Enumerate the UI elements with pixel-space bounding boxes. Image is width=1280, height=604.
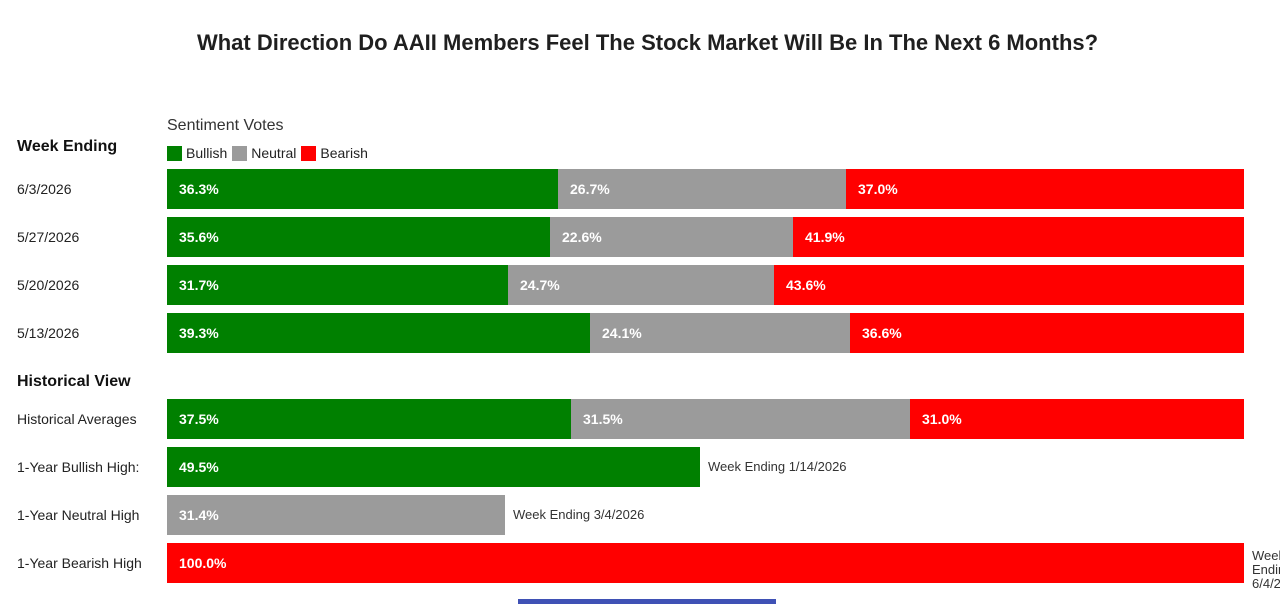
legend-item-neutral: Neutral [232, 145, 296, 161]
bar-row: 37.5% 31.5% 31.0% [167, 399, 1244, 439]
bar-bullish: 49.5% [167, 447, 700, 487]
legend-swatch-neutral [232, 145, 248, 161]
bar-value-label: 31.4% [179, 507, 219, 523]
bar-bearish: 37.0% [846, 169, 1244, 209]
row-label: 1-Year Bullish High: [17, 459, 140, 475]
bar-value-label: 31.5% [583, 411, 623, 427]
bar-value-label: 35.6% [179, 229, 219, 245]
bar-neutral: 24.7% [508, 265, 774, 305]
bar-row: 49.5% [167, 447, 700, 487]
bar-value-label: 37.5% [179, 411, 219, 427]
legend-label-bullish: Bullish [186, 145, 228, 161]
bar-note: Week Ending 6/4/2026 [1252, 548, 1280, 591]
legend-swatch-bearish [301, 145, 317, 161]
bar-value-label: 100.0% [179, 555, 227, 571]
bar-row: 100.0% [167, 543, 1244, 583]
scroll-indicator[interactable] [518, 599, 776, 604]
legend-label-bearish: Bearish [320, 145, 368, 161]
bar-value-label: 37.0% [858, 181, 898, 197]
row-label: 1-Year Bearish High [17, 555, 142, 571]
bar-value-label: 36.3% [179, 181, 219, 197]
bar-bullish: 37.5% [167, 399, 571, 439]
bar-row: 35.6% 22.6% 41.9% [167, 217, 1244, 257]
row-label: 5/20/2026 [17, 277, 80, 293]
bar-row: 31.7% 24.7% 43.6% [167, 265, 1244, 305]
bar-bearish: 100.0% [167, 543, 1244, 583]
row-label: 5/13/2026 [17, 325, 80, 341]
row-label: 5/27/2026 [17, 229, 80, 245]
bar-neutral: 26.7% [558, 169, 846, 209]
bar-bullish: 31.7% [167, 265, 508, 305]
bar-bearish: 31.0% [910, 399, 1244, 439]
row-label: Historical Averages [17, 411, 137, 427]
bar-neutral: 31.4% [167, 495, 505, 535]
bar-bearish: 41.9% [793, 217, 1244, 257]
bar-bullish: 35.6% [167, 217, 550, 257]
section-historical-view: Historical View [17, 373, 131, 390]
row-label: 1-Year Neutral High [17, 507, 140, 523]
section-week-ending: Week Ending [17, 138, 118, 155]
bar-bullish: 39.3% [167, 313, 590, 353]
bar-neutral: 24.1% [590, 313, 850, 353]
legend-title: Sentiment Votes [167, 117, 284, 134]
legend-swatch-bullish [167, 145, 182, 161]
legend-label-neutral: Neutral [251, 145, 297, 161]
bar-value-label: 39.3% [179, 325, 219, 341]
bar-value-label: 31.0% [922, 411, 962, 427]
bar-value-label: 31.7% [179, 277, 219, 293]
bar-value-label: 24.1% [602, 325, 642, 341]
bar-note: Week Ending 1/14/2026 [708, 459, 847, 474]
bar-bullish: 36.3% [167, 169, 558, 209]
bar-value-label: 49.5% [179, 459, 219, 475]
bar-bearish: 43.6% [774, 265, 1244, 305]
bar-note: Week Ending 3/4/2026 [513, 507, 645, 522]
bar-row: 36.3% 26.7% 37.0% [167, 169, 1244, 209]
bar-neutral: 22.6% [550, 217, 793, 257]
legend-item-bearish: Bearish [301, 145, 368, 161]
bar-row: 31.4% [167, 495, 505, 535]
legend-item-bullish: Bullish [167, 145, 227, 161]
bar-value-label: 22.6% [562, 229, 602, 245]
legend: Bullish Neutral Bearish [167, 145, 373, 161]
chart-title: What Direction Do AAII Members Feel The … [196, 30, 1099, 55]
bar-value-label: 36.6% [862, 325, 902, 341]
row-label: 6/3/2026 [17, 181, 72, 197]
bar-value-label: 41.9% [805, 229, 845, 245]
bar-value-label: 24.7% [520, 277, 560, 293]
bar-value-label: 26.7% [570, 181, 610, 197]
bar-value-label: 43.6% [786, 277, 826, 293]
bar-neutral: 31.5% [571, 399, 910, 439]
bar-bearish: 36.6% [850, 313, 1244, 353]
bar-row: 39.3% 24.1% 36.6% [167, 313, 1244, 353]
